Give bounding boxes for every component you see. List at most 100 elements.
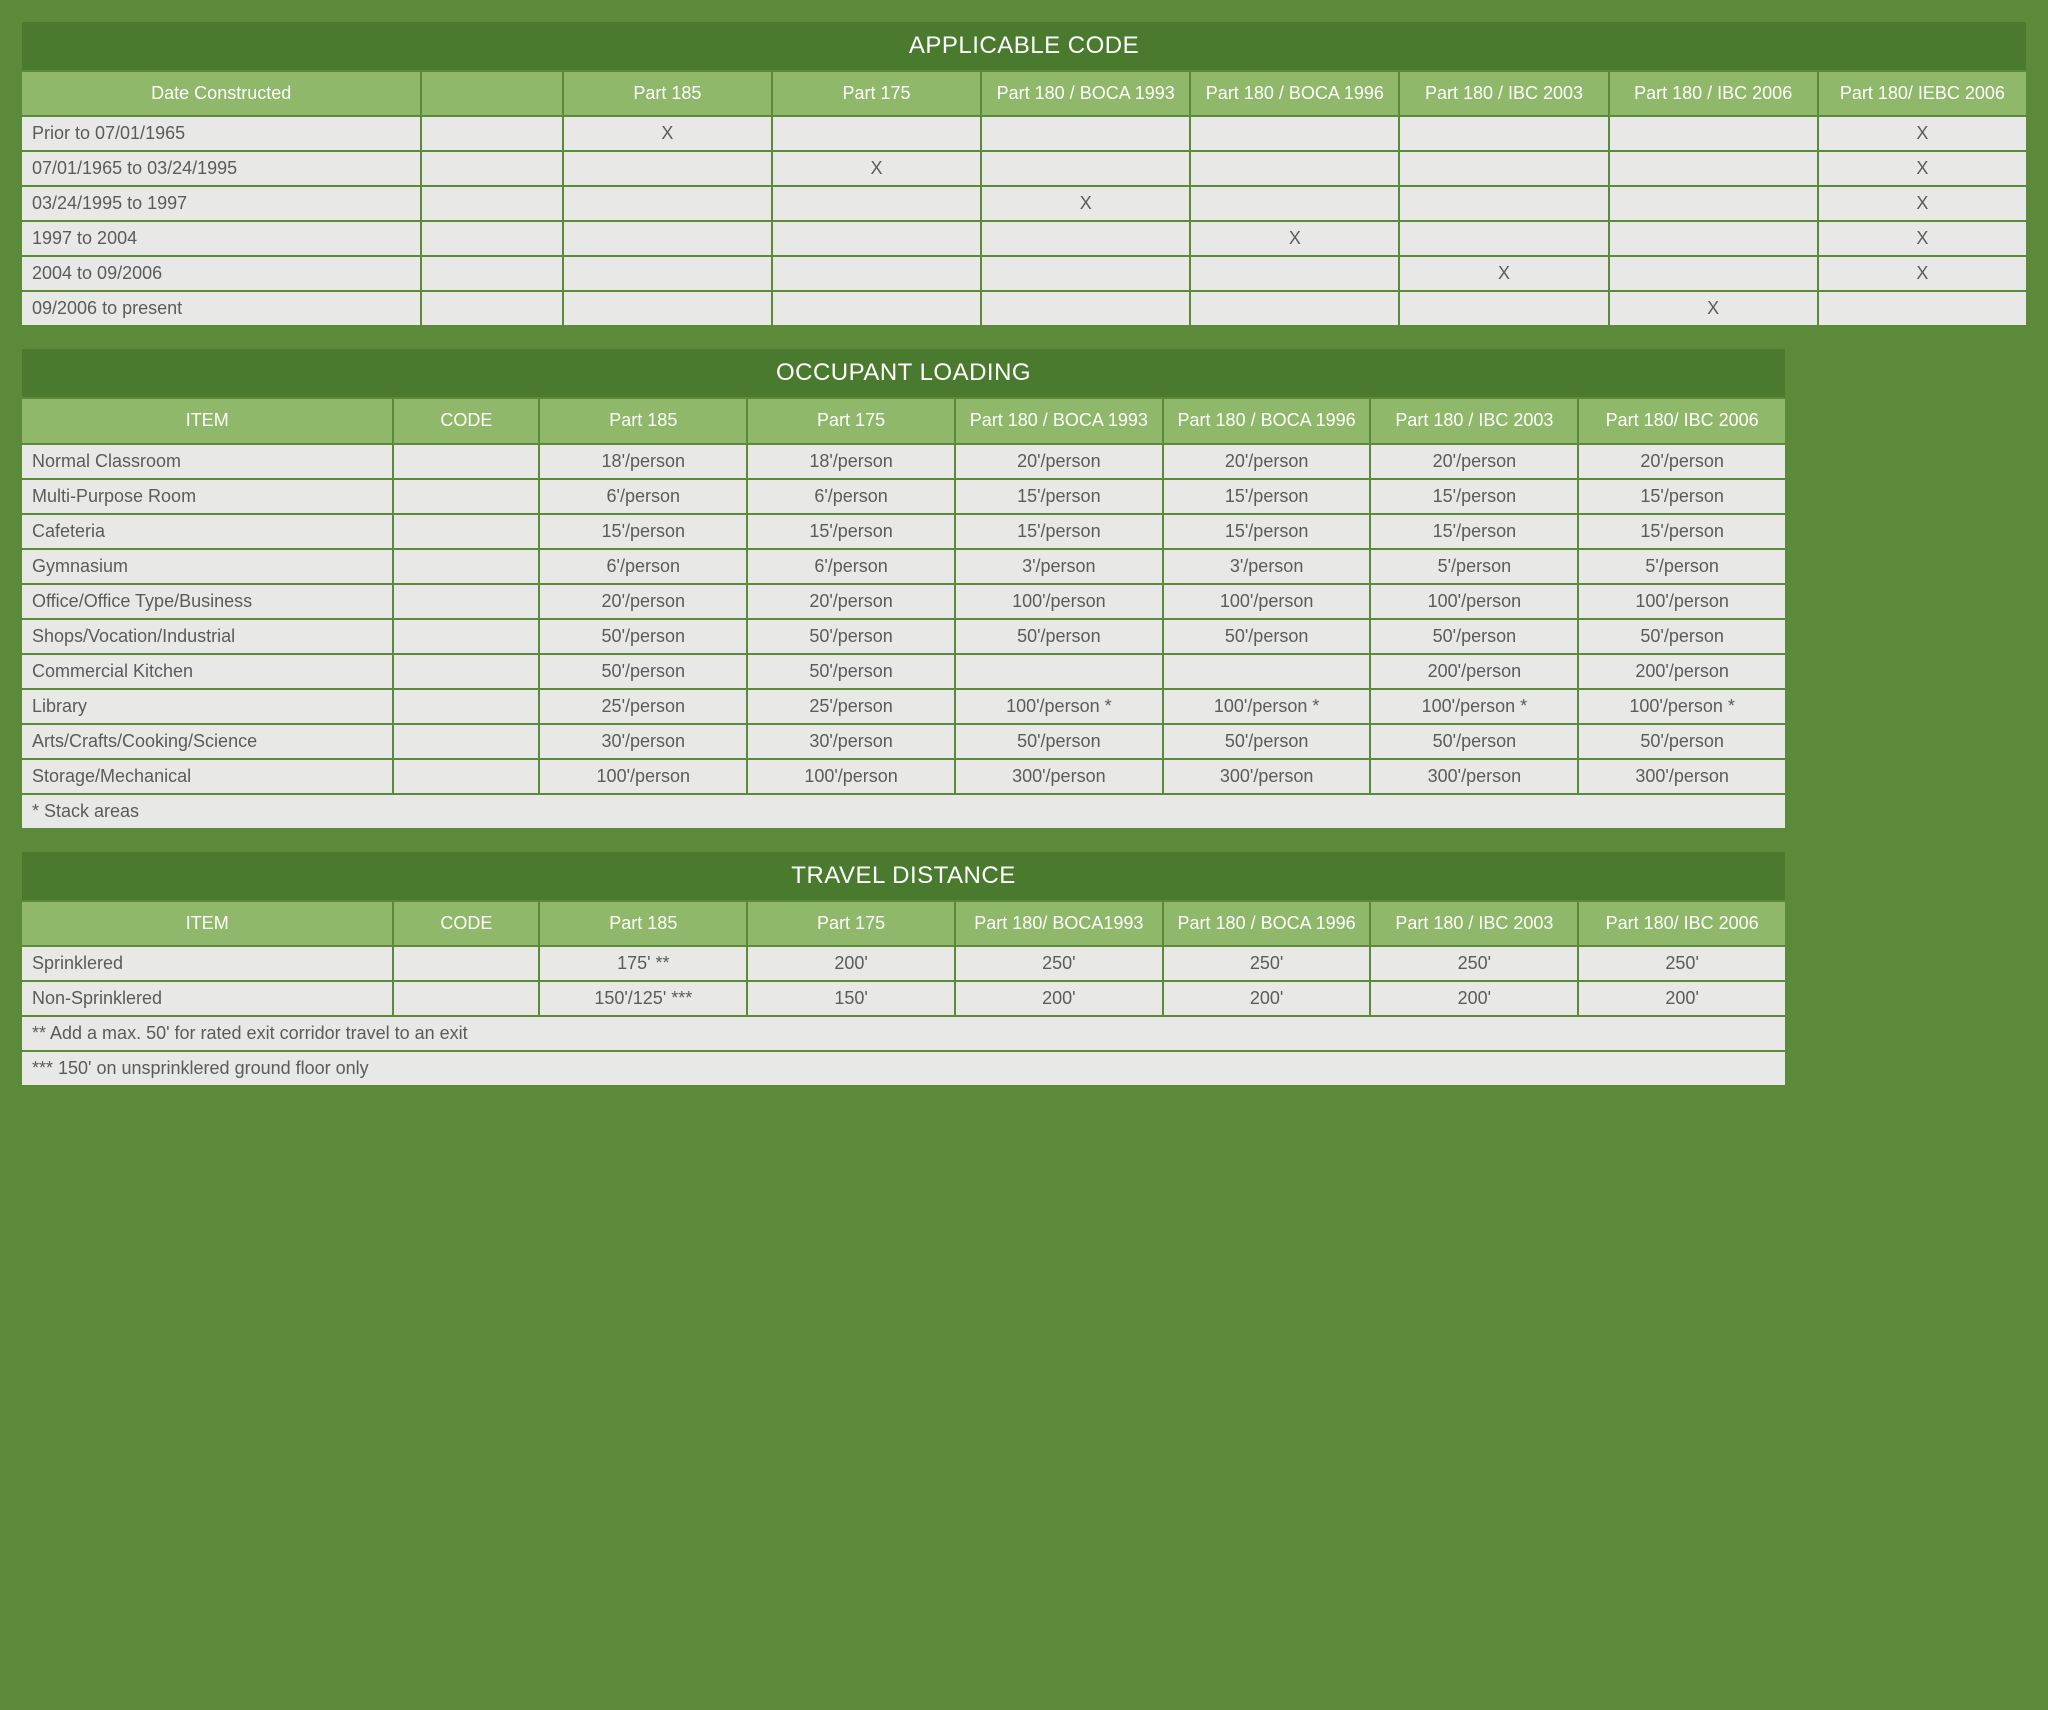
applicable-code-table: APPLICABLE CODE Date Constructed Part 18… xyxy=(20,20,2028,327)
table-title: TRAVEL DISTANCE xyxy=(22,852,1785,900)
row-value xyxy=(394,620,538,653)
col-header: Part 180/ IBC 2006 xyxy=(1579,902,1785,945)
table-row: 07/01/1965 to 03/24/1995XX xyxy=(22,152,2026,185)
row-value: 300'/person xyxy=(1371,760,1577,793)
table-row: Gymnasium6'/person6'/person3'/person3'/p… xyxy=(22,550,1785,583)
row-value: 250' xyxy=(956,947,1162,980)
row-value: 15'/person xyxy=(1371,515,1577,548)
row-item: Cafeteria xyxy=(22,515,392,548)
row-value: 3'/person xyxy=(956,550,1162,583)
row-value xyxy=(394,655,538,688)
row-value xyxy=(394,982,538,1015)
row-value xyxy=(422,152,561,185)
row-value xyxy=(773,117,980,150)
row-value xyxy=(422,292,561,325)
row-value: X xyxy=(1191,222,1398,255)
row-value: 150'/125' *** xyxy=(540,982,746,1015)
col-header: Part 175 xyxy=(748,399,954,442)
row-value: 250' xyxy=(1164,947,1370,980)
row-value xyxy=(564,257,771,290)
table-row: Non-Sprinklered150'/125' ***150'200'200'… xyxy=(22,982,1785,1015)
row-value xyxy=(422,117,561,150)
row-value xyxy=(1191,187,1398,220)
row-value: 6'/person xyxy=(748,480,954,513)
row-value xyxy=(394,947,538,980)
row-value xyxy=(1610,187,1817,220)
occupant-loading-table: OCCUPANT LOADING ITEM CODE Part 185 Part… xyxy=(20,347,1787,829)
row-value xyxy=(1400,222,1607,255)
row-value: 15'/person xyxy=(956,480,1162,513)
row-value xyxy=(1610,257,1817,290)
row-value: 100'/person xyxy=(748,760,954,793)
row-value: 25'/person xyxy=(748,690,954,723)
row-value xyxy=(773,257,980,290)
table-row: Arts/Crafts/Cooking/Science30'/person30'… xyxy=(22,725,1785,758)
row-value: X xyxy=(1819,257,2026,290)
row-value: 300'/person xyxy=(1579,760,1785,793)
col-header: Part 180 / BOCA 1993 xyxy=(982,72,1189,115)
row-value: 200' xyxy=(1371,982,1577,1015)
row-value: X xyxy=(1400,257,1607,290)
row-value xyxy=(394,725,538,758)
row-item: 2004 to 09/2006 xyxy=(22,257,420,290)
row-value: 150' xyxy=(748,982,954,1015)
row-value: 50'/person xyxy=(1164,620,1370,653)
row-value: 100'/person * xyxy=(1164,690,1370,723)
row-value xyxy=(956,655,1162,688)
table-row: Office/Office Type/Business20'/person20'… xyxy=(22,585,1785,618)
row-value: 20'/person xyxy=(1164,445,1370,478)
row-value xyxy=(982,152,1189,185)
row-value: 50'/person xyxy=(1579,620,1785,653)
occupant-loading-panel: OCCUPANT LOADING ITEM CODE Part 185 Part… xyxy=(20,347,2028,829)
row-item: 07/01/1965 to 03/24/1995 xyxy=(22,152,420,185)
row-value: 175' ** xyxy=(540,947,746,980)
row-value xyxy=(773,187,980,220)
col-header: Part 180 / IBC 2003 xyxy=(1371,902,1577,945)
row-value: 15'/person xyxy=(956,515,1162,548)
row-item: 09/2006 to present xyxy=(22,292,420,325)
col-header xyxy=(422,72,561,115)
row-value: 50'/person xyxy=(1371,620,1577,653)
row-value xyxy=(394,480,538,513)
row-value: 5'/person xyxy=(1371,550,1577,583)
row-value xyxy=(773,292,980,325)
row-value xyxy=(422,187,561,220)
row-value: 100'/person xyxy=(1164,585,1370,618)
row-value xyxy=(1191,292,1398,325)
table-title: OCCUPANT LOADING xyxy=(22,349,1785,397)
col-header: Part 180 / BOCA 1996 xyxy=(1164,902,1370,945)
row-value: 100'/person * xyxy=(956,690,1162,723)
row-value: 250' xyxy=(1371,947,1577,980)
row-value xyxy=(1400,152,1607,185)
row-value xyxy=(1610,222,1817,255)
table-row: 03/24/1995 to 1997XX xyxy=(22,187,2026,220)
col-header: Part 185 xyxy=(540,902,746,945)
row-value: 200' xyxy=(1579,982,1785,1015)
col-header: Part 180 / IBC 2003 xyxy=(1371,399,1577,442)
row-value: 15'/person xyxy=(748,515,954,548)
table-row: 09/2006 to presentX xyxy=(22,292,2026,325)
row-value: 25'/person xyxy=(540,690,746,723)
row-value: 30'/person xyxy=(540,725,746,758)
row-item: Sprinklered xyxy=(22,947,392,980)
row-value: 6'/person xyxy=(540,550,746,583)
row-value: X xyxy=(982,187,1189,220)
row-item: Office/Office Type/Business xyxy=(22,585,392,618)
table-row: Library25'/person25'/person100'/person *… xyxy=(22,690,1785,723)
row-value: X xyxy=(773,152,980,185)
col-header: Part 180 / IBC 2006 xyxy=(1610,72,1817,115)
col-header: Part 180/ IBC 2006 xyxy=(1579,399,1785,442)
col-header: Date Constructed xyxy=(22,72,420,115)
col-header: Part 180 / BOCA 1993 xyxy=(956,399,1162,442)
row-value: 18'/person xyxy=(748,445,954,478)
row-value: 100'/person xyxy=(540,760,746,793)
table-title: APPLICABLE CODE xyxy=(22,22,2026,70)
row-value: X xyxy=(1819,117,2026,150)
applicable-code-panel: APPLICABLE CODE Date Constructed Part 18… xyxy=(20,20,2028,327)
table-row: Normal Classroom18'/person18'/person20'/… xyxy=(22,445,1785,478)
row-value: 50'/person xyxy=(540,620,746,653)
col-header: Part 180 / BOCA 1996 xyxy=(1164,399,1370,442)
row-value: 15'/person xyxy=(1371,480,1577,513)
row-value xyxy=(394,515,538,548)
row-value: 200' xyxy=(748,947,954,980)
